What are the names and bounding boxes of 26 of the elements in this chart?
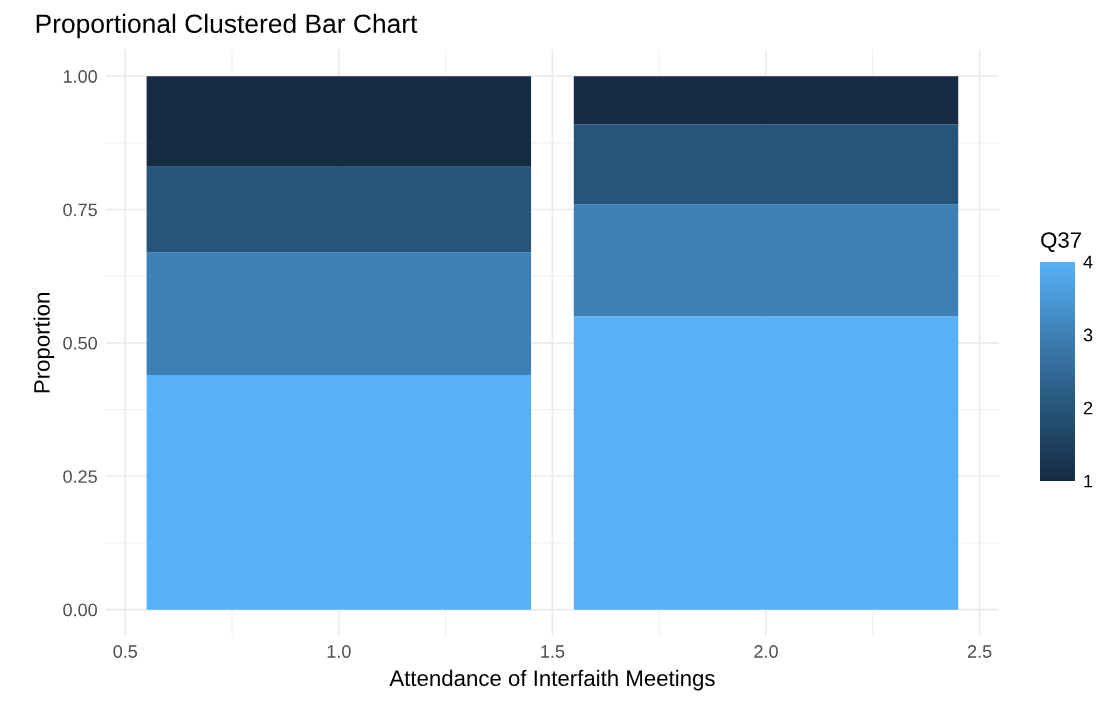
bar bbox=[146, 76, 532, 167]
color-bar-title: Q37 bbox=[1041, 232, 1081, 252]
y-tick-label: 1.00 bbox=[63, 70, 97, 83]
x-tick-label: 0.5 bbox=[113, 645, 138, 658]
color-bar-label: 2 bbox=[1083, 401, 1093, 415]
color-bar-label: 4 bbox=[1083, 255, 1093, 269]
bar bbox=[573, 316, 959, 610]
bar bbox=[146, 166, 532, 253]
y-tick-label: 0.00 bbox=[63, 603, 97, 617]
y-tick-label: 0.75 bbox=[63, 203, 97, 217]
y-tick-label: 0.25 bbox=[63, 470, 97, 483]
x-tick-label: 2.0 bbox=[754, 645, 778, 658]
x-tick-label: 1.5 bbox=[541, 645, 565, 658]
color-bar-label: 1 bbox=[1084, 474, 1093, 488]
color-bar-label: 3 bbox=[1083, 328, 1093, 342]
y-axis-title: Proportion bbox=[33, 293, 55, 393]
y-tick-label: 0.50 bbox=[63, 336, 97, 350]
bar bbox=[573, 204, 959, 317]
bar bbox=[573, 76, 959, 125]
chart-title: Proportional Clustered Bar Chart bbox=[36, 13, 418, 39]
x-tick-label: 2.5 bbox=[967, 645, 992, 658]
bar bbox=[146, 252, 532, 375]
bar bbox=[146, 374, 532, 610]
bar bbox=[573, 124, 959, 205]
x-tick-label: 1.0 bbox=[327, 645, 351, 658]
x-axis-title: Attendance of Interfaith Meetings bbox=[389, 669, 715, 691]
